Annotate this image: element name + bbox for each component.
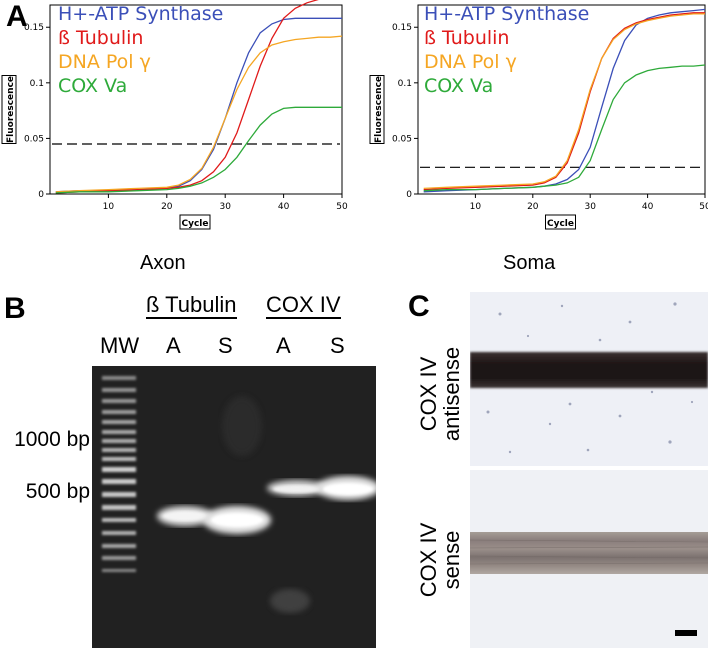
y-axis-label-box: [369, 75, 385, 144]
y-axis-label-group: Fluorescence: [1, 75, 17, 144]
plot-area: [49, 4, 343, 195]
label-antisense: COX IV antisense: [410, 335, 470, 453]
marker-1000bp: 1000 bp: [14, 428, 90, 451]
y-tick-label: 0.15: [392, 23, 412, 33]
label-sense-line2: sense: [439, 530, 464, 590]
panel-letter-b: B: [4, 292, 26, 325]
y-tick-label: 0: [38, 190, 44, 200]
lane-label-cox-soma: S: [330, 333, 345, 358]
lane-label-cox-axon: A: [276, 333, 291, 358]
legend-entry: H+-ATP Synthase: [58, 3, 223, 25]
series-line: [55, 106, 342, 194]
soma-caption: Soma: [503, 252, 556, 274]
y-axis-label: Fluorescence: [374, 76, 384, 143]
micrograph-sense: [470, 470, 708, 648]
legend-entry: ß Tubulin: [58, 27, 143, 49]
soma-qpcr-chart: 0 0.05 0.1 0.15 10 20 30 40 50 Cycle Fluorescence H…: [369, 3, 708, 230]
y-tick-label: 0.05: [392, 134, 412, 144]
lane-label-tubulin-axon: A: [166, 333, 181, 358]
mw-ladder-bands: [102, 376, 136, 572]
series-line: [423, 13, 705, 190]
x-axis-label-box: [179, 214, 211, 230]
x-tick-label: 20: [161, 202, 173, 212]
series-line: [55, 35, 343, 193]
marker-500bp: 500 bp: [25, 480, 90, 503]
x-tick-label: 30: [219, 202, 231, 212]
y-tick-label: 0: [406, 190, 412, 200]
lane-label-tubulin-soma: S: [218, 333, 233, 358]
axon-caption: Axon: [140, 252, 186, 274]
x-tick-label: 50: [336, 202, 348, 212]
y-axis-label-group: Fluorescence: [369, 75, 385, 144]
y-axis-label-box: [1, 75, 17, 144]
x-axis-label: Cycle: [547, 219, 574, 229]
panel-letter-a: A: [6, 0, 28, 33]
panel-letter-c: C: [408, 290, 430, 323]
legend-entry: DNA Pol γ: [424, 51, 517, 73]
legend-entry: COX Va: [424, 75, 493, 97]
y-tick-label: 0.1: [398, 79, 412, 89]
legend-entry: ß Tubulin: [424, 27, 509, 49]
x-tick-label: 10: [470, 202, 482, 212]
x-tick-label: 10: [103, 202, 115, 212]
y-tick-label: 0.05: [24, 134, 44, 144]
legend-entry: COX Va: [58, 75, 127, 97]
x-tick-label: 40: [278, 202, 290, 212]
label-sense-line1: COX IV: [415, 522, 441, 598]
y-axis-label: Fluorescence: [6, 76, 16, 143]
label-sense: COX IV sense: [410, 495, 470, 625]
x-tick-label: 50: [699, 202, 708, 212]
x-axis-label-box: [545, 214, 576, 230]
gel-header-cox: COX IV: [266, 292, 341, 319]
series-line: [55, 0, 319, 194]
legend-entry: H+-ATP Synthase: [424, 3, 589, 25]
micrograph-antisense: [470, 292, 708, 466]
y-tick-label: 0.1: [30, 79, 44, 89]
plot-area: [417, 4, 706, 195]
x-tick-label: 40: [642, 202, 654, 212]
legend-entry: DNA Pol γ: [58, 51, 151, 73]
agarose-gel-image: [92, 366, 376, 648]
label-antisense-line2: antisense: [439, 346, 464, 442]
x-tick-label: 20: [527, 202, 539, 212]
gel-header-tubulin: ß Tubulin: [146, 292, 237, 319]
x-tick-label: 30: [584, 202, 596, 212]
label-antisense-line1: COX IV: [415, 356, 441, 432]
axon-qpcr-chart: 0 0.05 0.1 0.15 10 20 30 40 50 Cycle Fluorescence H…: [1, 0, 348, 230]
lane-label-mw: MW: [100, 333, 140, 358]
scale-bar: [675, 630, 697, 636]
y-tick-label: 0.15: [24, 23, 44, 33]
series-line: [423, 64, 706, 192]
x-axis-label: Cycle: [182, 219, 209, 229]
